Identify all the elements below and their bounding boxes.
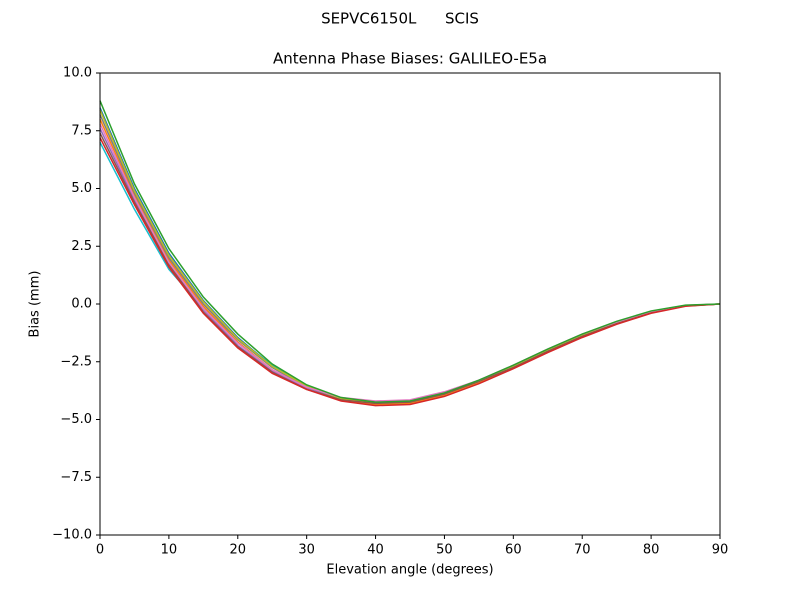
series-line: [99, 109, 721, 405]
x-tick-label: 90: [712, 543, 729, 558]
x-tick-label: 60: [505, 543, 522, 558]
x-tick-label: 30: [298, 543, 315, 558]
x-tick-label: 80: [643, 543, 660, 558]
y-tick-label: 5.0: [71, 181, 92, 196]
suptitle: SEPVC6150L SCIS: [321, 10, 479, 28]
y-tick-label: 0.0: [71, 297, 92, 312]
plot-frame: [99, 72, 721, 536]
series-line: [99, 114, 721, 405]
y-tick-label: −2.5: [60, 354, 92, 369]
x-tick-label: 20: [230, 543, 247, 558]
x-tick-label: 0: [96, 543, 104, 558]
x-tick-label: 50: [436, 543, 453, 558]
y-tick-label: 7.5: [71, 123, 92, 138]
y-tick-label: −10.0: [52, 528, 92, 543]
series-line: [99, 123, 721, 402]
series-line: [99, 137, 721, 407]
series-line: [99, 141, 721, 406]
y-tick-label: 10.0: [63, 66, 92, 81]
series-line: [99, 132, 721, 405]
x-tick-label: 10: [161, 543, 178, 558]
chart-title: Antenna Phase Biases: GALILEO-E5a: [273, 50, 547, 68]
series-line: [99, 128, 721, 403]
y-tick-label: −7.5: [60, 470, 92, 485]
y-tick-label: −5.0: [60, 412, 92, 427]
y-tick-label: 2.5: [71, 239, 92, 254]
series-line: [99, 118, 721, 406]
y-axis-label: Bias (mm): [28, 271, 43, 338]
x-axis-label: Elevation angle (degrees): [326, 563, 493, 578]
series-line: [99, 107, 721, 405]
x-tick-label: 40: [367, 543, 384, 558]
x-tick-label: 70: [574, 543, 591, 558]
series-line: [99, 100, 721, 403]
